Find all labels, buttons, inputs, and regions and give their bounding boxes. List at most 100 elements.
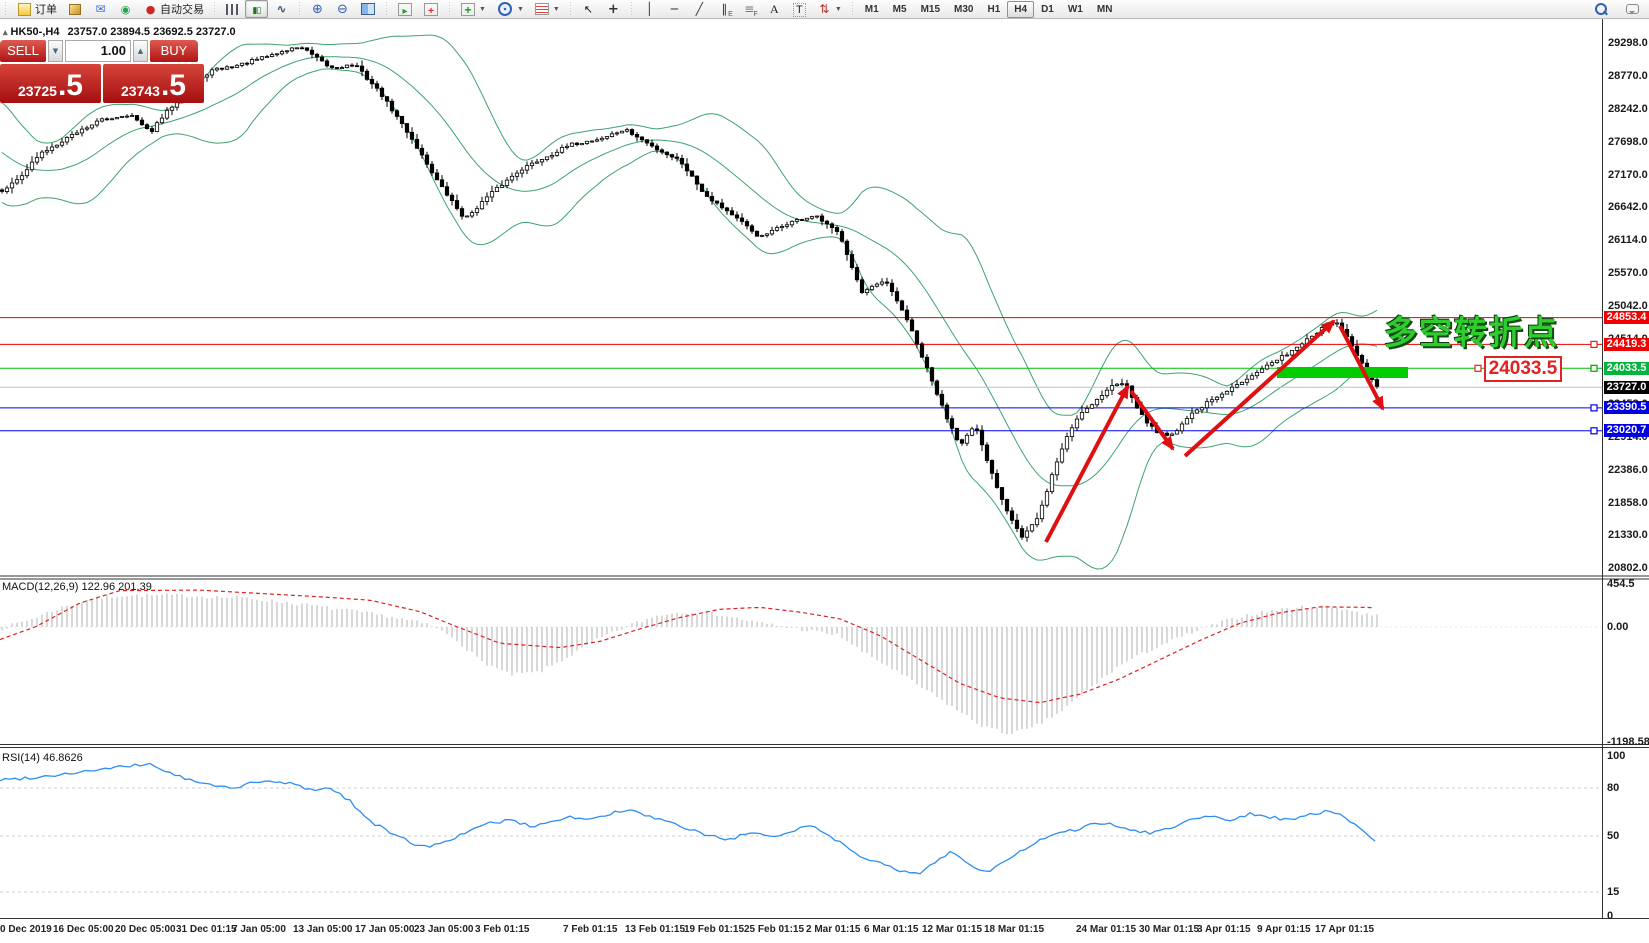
crosshair-button[interactable] [602, 0, 625, 18]
candles [0, 46, 1380, 542]
date-label: 23 Jan 05:00 [414, 924, 474, 935]
arrows-button[interactable]: ▼ [813, 0, 846, 18]
buy-button[interactable]: BUY [150, 40, 198, 62]
one-click-trading-panel: SELL ▼ 1.00 ▲ BUY 23725 .5 23743 .5 [0, 40, 204, 103]
candlestick-chart-button[interactable] [245, 0, 268, 18]
rsi-line [0, 762, 1376, 875]
level-handle-24419.3[interactable] [1590, 340, 1598, 348]
timeframe-d1[interactable]: D1 [1041, 3, 1054, 15]
horizontal-level-lines [0, 317, 1602, 432]
auto-trading-button[interactable]: 自动交易 [139, 0, 208, 18]
periods-button[interactable]: ▼ [492, 0, 528, 18]
sell-price[interactable]: 23725 .5 [0, 64, 101, 103]
timeframe-m5[interactable]: M5 [892, 3, 907, 15]
data-window-button[interactable] [89, 0, 112, 18]
timeframe-w1[interactable]: W1 [1067, 3, 1083, 15]
volume-decrease-button[interactable]: ▼ [48, 40, 63, 62]
price-tick: 25042.0 [1608, 300, 1648, 312]
arrows-icon [817, 3, 832, 16]
cursor-button[interactable] [577, 0, 600, 18]
date-label: 12 Mar 01:15 [922, 924, 983, 935]
tile-windows-button[interactable] [356, 0, 380, 18]
volume-input[interactable]: 1.00 [65, 40, 131, 62]
channel-button[interactable] [713, 0, 736, 18]
timeframe-mn[interactable]: MN [1096, 3, 1113, 15]
toolbar-separator [849, 2, 855, 16]
toolbar-right [1592, 1, 1641, 17]
indicators-button[interactable]: ▼ [456, 0, 490, 18]
turning-point-annotation[interactable]: 多空转折点 [1384, 314, 1559, 351]
line-chart-button[interactable] [270, 0, 293, 18]
volume-increase-button[interactable]: ▲ [133, 40, 148, 62]
buy-price-main: 23743 [121, 83, 160, 99]
templates-button[interactable]: ▼ [530, 0, 564, 18]
bar-chart-button[interactable] [221, 0, 243, 18]
date-label: 7 Jan 05:00 [232, 924, 286, 935]
price-badge-24033.5: 24033.5 [1604, 361, 1649, 375]
price-callout-label[interactable]: 24033.5 [1484, 356, 1562, 382]
level-handle-24033.5[interactable] [1590, 364, 1598, 372]
chat-icon[interactable] [1626, 4, 1639, 14]
search-icon[interactable] [1595, 3, 1607, 15]
trend-arrows[interactable] [1044, 319, 1385, 543]
vertical-line-button[interactable] [638, 0, 661, 18]
sell-button[interactable]: SELL [0, 40, 46, 62]
signal-button[interactable] [114, 0, 137, 18]
line-chart-icon [274, 3, 289, 16]
new-chart-icon [398, 2, 412, 16]
cursor-icon [581, 3, 596, 16]
market-watch-button[interactable] [63, 0, 87, 18]
chart-profile-button[interactable] [419, 0, 443, 18]
indicators-button-dropdown-icon[interactable]: ▼ [479, 5, 486, 13]
level-handle-23020.7[interactable] [1590, 427, 1598, 435]
date-label: 25 Feb 01:15 [744, 924, 805, 935]
text-label-icon [792, 3, 807, 16]
date-label: 18 Mar 01:15 [984, 924, 1045, 935]
horizontal-line-button[interactable] [663, 0, 686, 18]
toolbar: 订单 自动交易 ▼ ▼ ▼ ▼ M1 M5 M15 M30 H1 H4 D1 W1 MN [0, 0, 1649, 19]
new-order-button-label: 订单 [35, 4, 57, 16]
timeframe-h1[interactable]: H1 [987, 3, 1001, 15]
level-handle-23390.5[interactable] [1590, 404, 1598, 412]
vertical-line-icon [642, 3, 657, 16]
signal-icon [118, 3, 133, 16]
fibonacci-button[interactable] [738, 0, 761, 18]
horizontal-line-icon [667, 3, 682, 16]
zoom-out-icon [335, 3, 350, 16]
channel-icon [717, 3, 733, 18]
callout-handle[interactable] [1474, 364, 1482, 372]
new-chart-button[interactable] [393, 0, 417, 18]
timeframe-m30[interactable]: M30 [954, 3, 974, 15]
periods-button-dropdown-icon[interactable]: ▼ [516, 5, 524, 13]
tile-windows-icon [361, 3, 375, 15]
timeframe-m1[interactable]: M1 [864, 3, 879, 15]
new-order-button[interactable]: 订单 [12, 0, 61, 18]
text-icon [767, 3, 782, 16]
zoom-in-button[interactable] [306, 0, 329, 18]
candlestick-chart-icon [249, 3, 264, 16]
price-tick: 21330.0 [1608, 529, 1648, 542]
zoom-in-icon [310, 3, 325, 16]
timeframe-m15[interactable]: M15 [920, 3, 941, 15]
date-label: 16 Dec 05:00 [53, 924, 114, 935]
trendline-button[interactable] [688, 0, 711, 18]
price-badge-23390.5: 23390.5 [1604, 401, 1649, 415]
price-tick: 27170.0 [1608, 168, 1648, 181]
collapse-panel-icon[interactable]: ▴ [3, 27, 8, 37]
buy-price[interactable]: 23743 .5 [103, 64, 204, 103]
price-badge-23020.7: 23020.7 [1604, 424, 1649, 438]
templates-button-dropdown-icon[interactable]: ▼ [552, 5, 560, 13]
date-label: 19 Feb 01:15 [684, 924, 745, 935]
arrows-button-dropdown-icon[interactable]: ▼ [834, 5, 842, 13]
timeframe-h4[interactable]: H4 [1007, 0, 1035, 18]
price-tick: 29298.0 [1608, 37, 1648, 50]
support-zone-bar[interactable] [1277, 367, 1408, 378]
text-button[interactable] [763, 0, 786, 18]
rsi-tick: 0 [1607, 910, 1614, 922]
text-label-button[interactable] [788, 0, 811, 18]
sell-price-main: 23725 [18, 83, 57, 99]
zoom-out-button[interactable] [331, 0, 354, 18]
symbol-name: HK50-,H4 [10, 26, 60, 38]
